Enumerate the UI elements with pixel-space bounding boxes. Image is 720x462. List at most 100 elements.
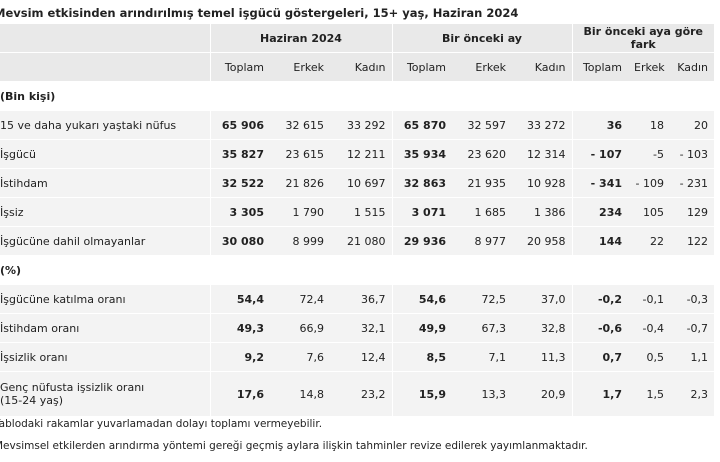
footnote: Tablodaki rakamlar yuvarlamadan dolayı t… [0, 418, 323, 430]
cell: 13,3 [452, 371, 513, 417]
cell: 12 211 [330, 139, 393, 169]
cell: 23 615 [270, 139, 330, 169]
cell: -0,7 [670, 313, 715, 343]
cell: 30 080 [209, 226, 270, 256]
cell: 21 826 [270, 168, 330, 198]
cell: 67,3 [452, 313, 513, 343]
row-label: İşgücü [0, 139, 210, 169]
sub-header: Toplam [571, 52, 629, 82]
cell: -5 [628, 139, 671, 169]
cell: 20 958 [512, 226, 573, 256]
cell: 49,3 [209, 313, 270, 343]
cell: 1,5 [628, 371, 671, 417]
cell: 0,5 [628, 342, 671, 372]
footnote: Mevsimsel etkilerden arındırma yöntemi g… [0, 440, 588, 452]
row-label: İşsizlik oranı [0, 342, 210, 372]
cell: 12 314 [512, 139, 573, 169]
data-row: İstihdam 32 522 21 826 10 697 32 863 21 935 10… [0, 168, 715, 198]
cell: 1,1 [670, 342, 715, 372]
cell: - 109 [628, 168, 671, 198]
row-label: (Bin kişi) [0, 81, 715, 111]
row-label: İşgücüne katılma oranı [0, 284, 210, 314]
cell: 36,7 [330, 284, 393, 314]
cell: 65 906 [209, 110, 270, 140]
row-label: 15 ve daha yukarı yaştaki nüfus [0, 110, 210, 140]
data-row: İşgücüne katılma oranı 54,4 72,4 36,7 54,6 72… [0, 284, 715, 314]
cell: - 107 [571, 139, 629, 169]
cell: 1 515 [330, 197, 393, 227]
cell: 32 597 [452, 110, 513, 140]
cell: 2,3 [670, 371, 715, 417]
cell: 11,3 [512, 342, 573, 372]
cell: 144 [571, 226, 629, 256]
cell: 8,5 [391, 342, 453, 372]
cell: 32,8 [512, 313, 573, 343]
cell: 54,6 [391, 284, 453, 314]
cell: 21 080 [330, 226, 393, 256]
cell: 35 827 [209, 139, 270, 169]
header-cell [0, 52, 210, 82]
header-row: Haziran 2024 Bir önceki ay Bir önceki aya … [0, 24, 715, 53]
sub-header: Erkek [452, 52, 513, 82]
subheader-row: Toplam Erkek Kadın Toplam Erkek Kadın Toplam Er… [0, 52, 715, 82]
data-row: İşsizlik oranı 9,2 7,6 12,4 8,5 7,1 11,3 0,7 0,5… [0, 342, 715, 372]
row-label: İşsiz [0, 197, 210, 227]
cell: 8 999 [270, 226, 330, 256]
cell: 72,5 [452, 284, 513, 314]
cell: 18 [628, 110, 671, 140]
row-label: Genç nüfusta işsizlik oranı (15-24 yaş) [0, 371, 210, 417]
cell: 14,8 [270, 371, 330, 417]
cell: 3 071 [391, 197, 453, 227]
group-header: Haziran 2024 [209, 24, 393, 53]
cell: 7,1 [452, 342, 513, 372]
row-label: İşgücüne dahil olmayanlar [0, 226, 210, 256]
sub-header: Kadın [330, 52, 393, 82]
cell: 33 292 [330, 110, 393, 140]
data-row: 15 ve daha yukarı yaştaki nüfus 65 906 32 … [0, 110, 715, 140]
data-table: Haziran 2024 Bir önceki ay Bir önceki aya … [0, 24, 715, 417]
cell: 33 272 [512, 110, 573, 140]
cell: 36 [571, 110, 629, 140]
cell: 1 790 [270, 197, 330, 227]
row-label: (%) [0, 255, 715, 285]
cell: 49,9 [391, 313, 453, 343]
cell: 65 870 [391, 110, 453, 140]
cell: 1 685 [452, 197, 513, 227]
cell: 234 [571, 197, 629, 227]
cell: 7,6 [270, 342, 330, 372]
cell: 35 934 [391, 139, 453, 169]
cell: - 231 [670, 168, 715, 198]
cell: 20 [670, 110, 715, 140]
cell: 29 936 [391, 226, 453, 256]
cell: -0,6 [571, 313, 629, 343]
cell: 37,0 [512, 284, 573, 314]
sub-header: Toplam [391, 52, 453, 82]
sub-header: Erkek [628, 52, 671, 82]
data-row: İşsiz 3 305 1 790 1 515 3 071 1 685 1 386 234 10… [0, 197, 715, 227]
cell: 15,9 [391, 371, 453, 417]
cell: 32 522 [209, 168, 270, 198]
section-row: (%) [0, 255, 715, 285]
cell: 72,4 [270, 284, 330, 314]
cell: 105 [628, 197, 671, 227]
cell: 8 977 [452, 226, 513, 256]
cell: -0,4 [628, 313, 671, 343]
row-label: İstihdam oranı [0, 313, 210, 343]
header-cell [0, 24, 210, 53]
cell: -0,1 [628, 284, 671, 314]
cell: -0,2 [571, 284, 629, 314]
group-header: Bir önceki ay [391, 24, 573, 53]
cell: 10 928 [512, 168, 573, 198]
cell: -0,3 [670, 284, 715, 314]
data-row: İşgücü 35 827 23 615 12 211 35 934 23 620 12 3… [0, 139, 715, 169]
cell: 22 [628, 226, 671, 256]
cell: 20,9 [512, 371, 573, 417]
cell: 23,2 [330, 371, 393, 417]
sub-header: Kadın [670, 52, 715, 82]
cell: 32,1 [330, 313, 393, 343]
cell: 3 305 [209, 197, 270, 227]
cell: 1 386 [512, 197, 573, 227]
cell: - 341 [571, 168, 629, 198]
table-title: Mevsim etkisinden arındırılmış temel işg… [0, 6, 519, 20]
